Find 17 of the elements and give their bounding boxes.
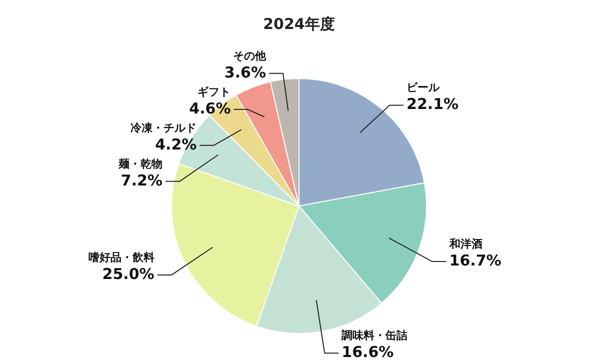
data-label: 22.1% [406,95,459,114]
data-label: 4.2% [155,135,197,154]
slice-label: 和洋酒 [448,237,482,250]
slice-label: ビール [406,81,441,94]
data-label: 16.6% [342,343,394,360]
data-label: 25.0% [102,264,154,283]
data-label: 4.6% [189,99,231,118]
data-label: 16.7% [449,251,502,270]
slice-label: ギフト [198,85,231,98]
data-label: 7.2% [120,171,163,190]
data-label: 3.6% [224,63,266,82]
slice-label: 調味料・缶詰 [342,329,408,342]
slice-label: 麺・乾物 [118,157,163,170]
slice-label: 嗜好品・飲料 [88,250,154,264]
slice-label: その他 [233,49,268,62]
chart-title: 2024年度 [263,14,335,33]
slice-label: 冷凍・チルド [130,121,197,134]
